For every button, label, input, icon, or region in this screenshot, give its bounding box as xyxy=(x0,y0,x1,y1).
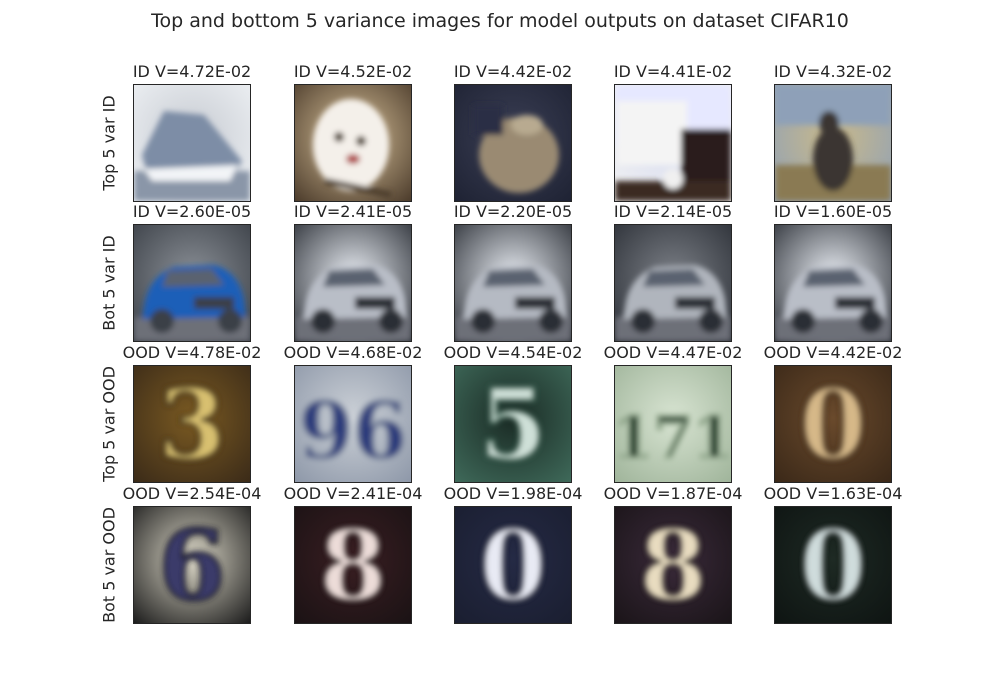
thumbnail-deer-image xyxy=(775,85,891,201)
svg-text:0: 0 xyxy=(800,509,867,622)
row-label: Top 5 var ID xyxy=(97,84,121,202)
image-caption: ID V=4.41E-02 xyxy=(613,62,733,81)
svg-text:8: 8 xyxy=(640,509,707,622)
thumbnail-digit-image: 3 xyxy=(134,366,250,482)
row-label: Bot 5 var ID xyxy=(97,224,121,342)
thumbnail-silver-car-image xyxy=(455,225,571,341)
image-caption: ID V=4.52E-02 xyxy=(293,62,413,81)
image-caption: OOD V=4.42E-02 xyxy=(763,343,903,362)
thumbnail-image xyxy=(774,224,892,342)
thumbnail-truck-image xyxy=(615,85,731,201)
thumbnail-image xyxy=(133,224,251,342)
svg-text:0: 0 xyxy=(480,509,547,622)
thumbnail-image: 8 xyxy=(614,506,732,624)
svg-text:0: 0 xyxy=(800,368,867,481)
thumbnail-image: 0 xyxy=(454,506,572,624)
image-caption: OOD V=2.41E-04 xyxy=(283,484,423,503)
thumbnail-image xyxy=(614,224,732,342)
image-caption: OOD V=1.98E-04 xyxy=(443,484,583,503)
image-caption: ID V=2.60E-05 xyxy=(132,202,252,221)
thumbnail-image: 171 xyxy=(614,365,732,483)
svg-text:8: 8 xyxy=(320,509,387,622)
thumbnail-silver-car-image xyxy=(615,225,731,341)
image-caption: ID V=1.60E-05 xyxy=(773,202,893,221)
thumbnail-blue-car-image xyxy=(134,225,250,341)
image-caption: OOD V=2.54E-04 xyxy=(122,484,262,503)
thumbnail-image: 0 xyxy=(774,506,892,624)
thumbnail-boat-image xyxy=(134,85,250,201)
thumbnail-image xyxy=(294,84,412,202)
thumbnail-image: 5 xyxy=(454,365,572,483)
thumbnail-digit-image: 5 xyxy=(455,366,571,482)
row-label-text: Bot 5 var ID xyxy=(99,235,119,331)
thumbnail-digit-image: 0 xyxy=(455,507,571,623)
image-caption: ID V=4.32E-02 xyxy=(773,62,893,81)
image-caption: ID V=2.14E-05 xyxy=(613,202,733,221)
thumbnail-dog-image xyxy=(295,85,411,201)
row-label-text: Bot 5 var OOD xyxy=(99,507,119,623)
thumbnail-image xyxy=(294,224,412,342)
image-caption: ID V=4.42E-02 xyxy=(453,62,573,81)
thumbnail-animal-image xyxy=(455,85,571,201)
thumbnail-image xyxy=(454,84,572,202)
thumbnail-image: 0 xyxy=(774,365,892,483)
image-caption: OOD V=4.78E-02 xyxy=(122,343,262,362)
thumbnail-digit-image: 8 xyxy=(295,507,411,623)
row-label-text: Top 5 var OOD xyxy=(99,366,119,482)
row-label: Top 5 var OOD xyxy=(97,365,121,483)
thumbnail-image: 6 xyxy=(133,506,251,624)
thumbnail-digit-image: 0 xyxy=(775,507,891,623)
thumbnail-image: 3 xyxy=(133,365,251,483)
thumbnail-image: 8 xyxy=(294,506,412,624)
row-label-text: Top 5 var ID xyxy=(99,95,119,191)
image-caption: OOD V=1.87E-04 xyxy=(603,484,743,503)
svg-text:5: 5 xyxy=(480,368,547,481)
image-caption: OOD V=4.54E-02 xyxy=(443,343,583,362)
thumbnail-image xyxy=(454,224,572,342)
thumbnail-silver-car-image xyxy=(295,225,411,341)
thumbnail-silver-car-image xyxy=(775,225,891,341)
thumbnail-digit-image: 8 xyxy=(615,507,731,623)
thumbnail-image xyxy=(774,84,892,202)
image-caption: ID V=4.72E-02 xyxy=(132,62,252,81)
row-label: Bot 5 var OOD xyxy=(97,506,121,624)
thumbnail-image: 96 xyxy=(294,365,412,483)
image-caption: OOD V=1.63E-04 xyxy=(763,484,903,503)
svg-text:171: 171 xyxy=(615,404,731,472)
thumbnail-image xyxy=(133,84,251,202)
thumbnail-digit-image: 171 xyxy=(615,366,731,482)
thumbnail-digit-image: 0 xyxy=(775,366,891,482)
image-caption: ID V=2.20E-05 xyxy=(453,202,573,221)
image-caption: OOD V=4.68E-02 xyxy=(283,343,423,362)
thumbnail-digit-image: 96 xyxy=(295,366,411,482)
thumbnail-digit-image: 6 xyxy=(134,507,250,623)
svg-text:6: 6 xyxy=(159,509,226,622)
svg-text:96: 96 xyxy=(299,386,408,477)
thumbnail-image xyxy=(614,84,732,202)
figure-title: Top and bottom 5 variance images for mod… xyxy=(151,10,849,32)
image-caption: ID V=2.41E-05 xyxy=(293,202,413,221)
svg-text:3: 3 xyxy=(159,368,226,481)
image-caption: OOD V=4.47E-02 xyxy=(603,343,743,362)
